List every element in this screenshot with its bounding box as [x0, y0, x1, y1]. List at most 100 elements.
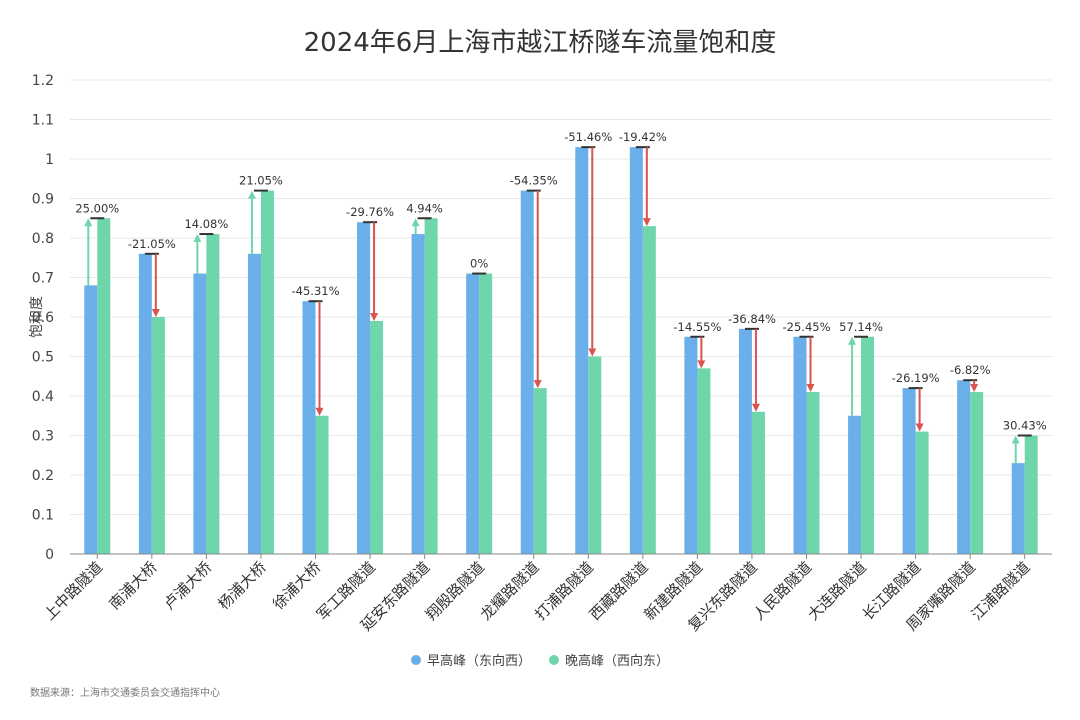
bar-morning [902, 388, 916, 554]
y-tick-label: 0.7 [32, 271, 54, 287]
bar-evening [1024, 435, 1038, 554]
x-tick-label: 卢浦大桥 [160, 558, 215, 613]
y-tick-label: 0.5 [32, 350, 54, 366]
bar-morning [629, 147, 643, 554]
change-label: -45.31% [292, 284, 340, 298]
bar-evening [151, 317, 165, 554]
bar-evening [588, 356, 602, 554]
change-arrow-head [370, 312, 379, 321]
change-arrow-head [588, 348, 597, 357]
bar-morning [848, 415, 862, 554]
change-label: -14.55% [673, 320, 721, 334]
legend-item-evening[interactable]: 晚高峰（西向东） [549, 650, 669, 669]
change-label: 4.94% [406, 201, 443, 215]
change-arrow-head [533, 380, 542, 389]
x-tick-label: 翔殷路隧道 [422, 558, 488, 624]
change-label: -36.84% [728, 312, 776, 326]
bar-morning [466, 273, 480, 554]
bar-morning [138, 253, 152, 555]
bar-morning [84, 285, 98, 554]
y-tick-label: 0.3 [32, 429, 54, 445]
change-arrow-head [193, 234, 202, 243]
change-label: -26.19% [892, 371, 940, 385]
y-tick-label: 1.2 [32, 73, 54, 89]
bar-evening [533, 388, 547, 554]
bar-morning [193, 273, 207, 554]
x-tick-label: 人民路隧道 [750, 558, 816, 624]
bar-evening [479, 273, 493, 554]
change-label: -54.35% [510, 174, 558, 188]
change-label: 14.08% [184, 217, 228, 231]
bar-evening [915, 431, 929, 554]
bar-evening [970, 392, 984, 554]
bar-morning [520, 190, 534, 554]
change-arrow-head [806, 384, 815, 393]
bar-morning [575, 147, 589, 554]
change-arrow-head [751, 403, 760, 412]
y-tick-label: 0.2 [32, 468, 54, 484]
bar-evening [751, 411, 765, 554]
bar-evening [642, 226, 656, 554]
y-tick-label: 0.9 [32, 192, 54, 208]
change-label: 21.05% [239, 174, 283, 188]
change-label: -21.05% [128, 237, 176, 251]
y-tick-label: 0.8 [32, 231, 54, 247]
change-label: -25.45% [783, 320, 831, 334]
legend-label-morning: 早高峰（东向西） [426, 654, 531, 669]
bar-evening [370, 320, 384, 554]
change-arrow-head [915, 423, 924, 432]
change-arrow-head [697, 360, 706, 369]
y-tick-label: 0.6 [32, 310, 54, 326]
bar-morning [793, 336, 807, 554]
x-tick-label: 打浦路隧道 [531, 558, 597, 624]
change-label: -51.46% [564, 130, 612, 144]
bar-evening [697, 368, 711, 554]
bar-morning [411, 234, 425, 555]
change-arrow-head [848, 336, 857, 345]
x-tick-label: 杨浦大桥 [215, 558, 270, 613]
y-tick-label: 0.4 [32, 389, 54, 405]
bar-evening [315, 415, 329, 554]
x-tick-label: 西藏路隧道 [586, 558, 652, 624]
y-tick-label: 0 [45, 547, 54, 563]
y-tick-label: 1 [45, 152, 54, 168]
bar-evening [97, 218, 111, 554]
legend-label-evening: 晚高峰（西向东） [565, 654, 670, 669]
bar-evening [424, 218, 438, 554]
legend: 早高峰（东向西） 晚高峰（西向东） [0, 650, 1080, 669]
change-arrow-head [84, 218, 93, 227]
legend-item-morning[interactable]: 早高峰（东向西） [410, 650, 531, 669]
change-arrow-head [247, 190, 256, 199]
bar-morning [1011, 463, 1025, 554]
bar-morning [738, 328, 752, 554]
bar-morning [684, 336, 698, 554]
bar-evening [806, 392, 820, 554]
y-tick-label: 0.1 [32, 508, 54, 524]
x-tick-label: 龙耀路隧道 [477, 558, 543, 624]
change-label: 30.43% [1003, 419, 1047, 433]
x-tick-label: 徐浦大桥 [269, 558, 324, 613]
change-arrow-head [151, 309, 160, 317]
x-tick-label: 南浦大桥 [105, 558, 160, 613]
change-arrow-head [411, 218, 420, 227]
bar-morning [247, 253, 261, 555]
change-arrow-head [970, 384, 979, 393]
y-tick-label: 1.1 [32, 113, 54, 129]
y-axis-title: 饱和度 [29, 296, 45, 338]
source-note: 数据来源：上海市交通委员会交通指挥中心 [30, 688, 220, 699]
bar-morning [357, 222, 371, 554]
bar-morning [957, 380, 971, 554]
change-label: 57.14% [839, 320, 883, 334]
change-label: -29.76% [346, 205, 394, 219]
change-label: -6.82% [950, 363, 991, 377]
bar-morning [302, 301, 316, 554]
legend-swatch-evening [549, 654, 559, 665]
bar-evening [260, 190, 274, 554]
change-label: -19.42% [619, 130, 667, 144]
change-arrow-head [1011, 435, 1020, 444]
change-arrow-head [642, 218, 651, 227]
legend-swatch-morning [410, 654, 421, 665]
chart-title: 2024年6月上海市越江桥隧车流量饱和度 [303, 28, 777, 58]
bar-evening [206, 234, 220, 555]
